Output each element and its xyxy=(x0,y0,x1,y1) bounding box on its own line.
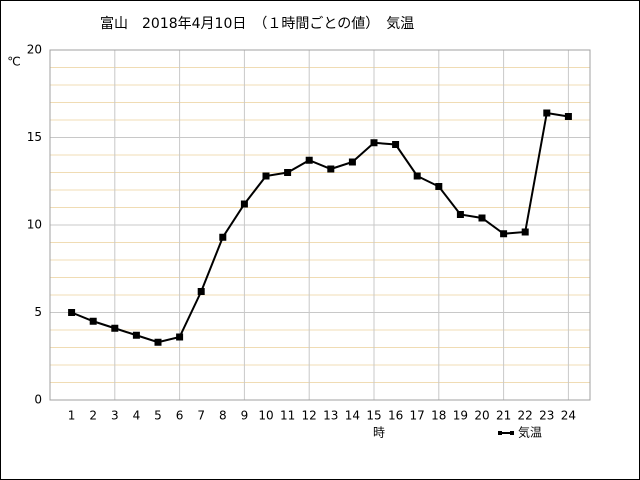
point xyxy=(413,172,421,180)
point xyxy=(456,211,464,218)
point xyxy=(435,183,443,190)
grid xyxy=(49,49,591,401)
x-tick-label: 6 xyxy=(176,409,184,423)
point xyxy=(500,230,508,238)
x-tick-label: 16 xyxy=(388,409,403,423)
point xyxy=(348,158,356,166)
x-tick-label: 24 xyxy=(561,409,576,423)
x-tick-label: 11 xyxy=(280,409,295,423)
point xyxy=(392,141,400,148)
x-tick-label: 5 xyxy=(154,409,162,423)
series-line xyxy=(71,111,569,344)
point xyxy=(305,156,313,164)
legend-label: 気温 xyxy=(518,425,542,440)
x-tick-label: 12 xyxy=(302,409,317,423)
x-tick-label: 22 xyxy=(518,409,533,423)
point xyxy=(176,333,184,341)
x-tick-label: 10 xyxy=(258,409,273,423)
x-tick-label: 14 xyxy=(345,409,360,423)
point xyxy=(111,324,119,332)
y-tick-label: 10 xyxy=(27,218,42,232)
x-tick-label: 8 xyxy=(219,409,227,423)
x-tick-label: 13 xyxy=(323,409,338,423)
point xyxy=(564,113,572,120)
y-unit: ℃ xyxy=(7,55,20,69)
point xyxy=(240,200,248,208)
x-tick-label: 18 xyxy=(431,409,446,423)
y-tick-label: 20 xyxy=(27,43,42,57)
x-tick-label: 20 xyxy=(474,409,489,423)
x-tick-label: 1 xyxy=(68,409,76,423)
point xyxy=(154,338,162,346)
y-tick-label: 5 xyxy=(34,305,42,319)
plot-border xyxy=(49,49,591,401)
x-tick-label: 2 xyxy=(89,409,97,423)
x-tick-label: 9 xyxy=(241,409,249,423)
chart-title: 富山 2018年4月10日 （１時間ごとの値） 気温 xyxy=(100,15,414,32)
x-tick-label: 7 xyxy=(197,409,205,423)
point xyxy=(68,309,76,316)
x-tick-label: 19 xyxy=(453,409,468,423)
point xyxy=(89,317,97,325)
point xyxy=(132,331,140,339)
point xyxy=(262,172,270,180)
point xyxy=(521,228,529,236)
x-tick-label: 3 xyxy=(111,409,119,423)
y-tick-label: 0 xyxy=(34,393,42,407)
legend-marker xyxy=(498,431,502,435)
point xyxy=(284,169,292,176)
point xyxy=(219,233,227,241)
x-tick-label: 23 xyxy=(539,409,554,423)
y-tick-label: 15 xyxy=(27,130,42,144)
legend-marker xyxy=(510,431,514,435)
x-tick-label: 21 xyxy=(496,409,511,423)
point xyxy=(327,165,335,173)
x-axis-label: 時 xyxy=(373,426,385,440)
point xyxy=(543,109,551,117)
x-tick-label: 15 xyxy=(366,409,381,423)
plot: 気温 xyxy=(68,109,572,440)
point xyxy=(370,139,378,147)
point xyxy=(478,214,486,222)
x-tick-label: 17 xyxy=(410,409,425,423)
point xyxy=(197,288,205,295)
x-tick-label: 4 xyxy=(133,409,141,423)
